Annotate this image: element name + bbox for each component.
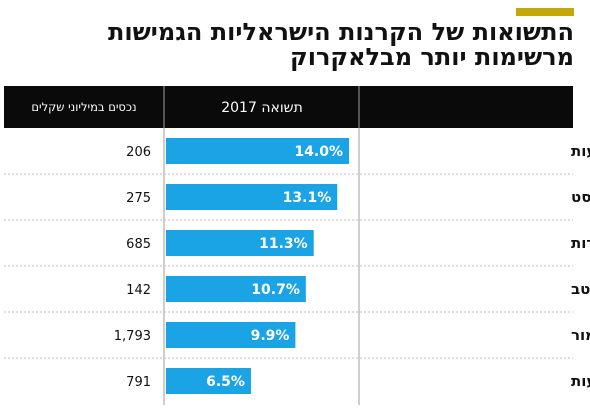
title-line-2: מרשימות יותר מבלאקרוק: [290, 43, 574, 71]
assets-value: 1,793: [114, 329, 151, 344]
fund-name: ילין לפידות: [571, 234, 590, 252]
table-row: 9.9% מור 1,793: [4, 322, 590, 359]
assets-value: 142: [126, 283, 151, 298]
header-assets: נכסים במיליוני שקלים: [31, 100, 136, 114]
fund-name: קסם אקסלנס תיק השקעות: [571, 142, 590, 160]
return-bar: [166, 184, 338, 210]
table-header-background: [4, 86, 573, 128]
assets-value: 791: [126, 375, 151, 390]
return-bar-label: 10.7%: [251, 282, 300, 298]
assets-value: 275: [126, 191, 151, 206]
fund-name: אנליסט: [571, 188, 590, 206]
title-accent-bar: [516, 8, 574, 16]
return-bar-label: 13.1%: [283, 190, 332, 206]
return-bar-label: 9.9%: [251, 328, 290, 344]
return-bar: [166, 230, 314, 256]
chart-title: התשואות של הקרנות הישראליות הגמישות מרשי…: [14, 20, 574, 70]
table-row: 14.0% קסם אקסלנס תיק השקעות 206: [4, 138, 590, 175]
table-row: 11.3% ילין לפידות 685: [4, 230, 590, 267]
return-bar-label: 6.5%: [206, 374, 245, 390]
header-return: תשואה 2017: [221, 100, 303, 116]
assets-value: 206: [126, 145, 151, 160]
table-row: 6.5% פסגות תיק השקעות 791: [126, 368, 590, 394]
return-bar: [166, 276, 306, 302]
fund-name: מיטב: [571, 280, 590, 298]
assets-value: 685: [126, 237, 151, 252]
table-row: 10.7% מיטב 142: [4, 276, 590, 313]
fund-name: פסגות תיק השקעות: [571, 372, 590, 390]
return-bar: [166, 322, 296, 348]
return-bar: [166, 368, 251, 394]
return-bar: [166, 138, 349, 164]
return-bar-label: 14.0%: [294, 144, 343, 160]
return-bar-label: 11.3%: [259, 236, 308, 252]
table-header: תשואה 2017 נכסים במיליוני שקלים: [4, 86, 573, 128]
fund-name: מור: [571, 326, 590, 344]
table-row: 13.1% אנליסט 275: [4, 184, 590, 221]
title-line-1: התשואות של הקרנות הישראליות הגמישות: [107, 18, 574, 46]
